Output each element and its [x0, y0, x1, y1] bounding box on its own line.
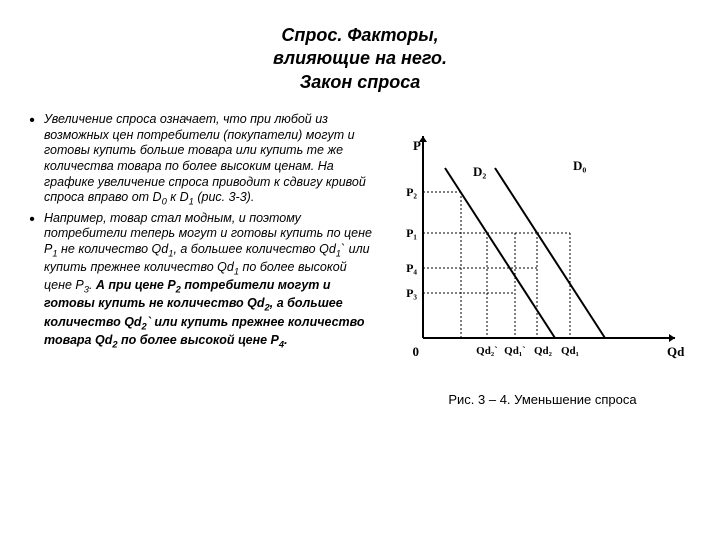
bullet-marker: • — [20, 112, 44, 208]
chart-column: P Qd 0 D₂ D₀ P₂ P₁ P₄ P₃ Qd₂` Qd₁` Qd₂ Qd₁ Рис. 3 – … — [385, 112, 700, 407]
content-row: • Увеличение спроса означает, что при лю… — [0, 94, 720, 407]
bullet-text-2: Например, товар стал модным, и поэтому п… — [44, 211, 375, 352]
svg-text:P₁: P₁ — [406, 226, 417, 240]
bullet-item: • Увеличение спроса означает, что при лю… — [20, 112, 375, 208]
title-line-3: Закон спроса — [0, 71, 720, 94]
svg-text:D₀: D₀ — [573, 158, 586, 173]
bullet-text-1: Увеличение спроса означает, что при любо… — [44, 112, 375, 208]
svg-text:Qd₂: Qd₂ — [534, 345, 553, 357]
chart-svg: P Qd 0 D₂ D₀ P₂ P₁ P₄ P₃ Qd₂` Qd₁` Qd₂ Qd₁ — [385, 128, 685, 378]
title-line-1: Спрос. Факторы, — [0, 24, 720, 47]
svg-text:Qd₂`: Qd₂` — [476, 345, 498, 357]
bullet-marker: • — [20, 211, 44, 352]
svg-text:D₂: D₂ — [473, 164, 486, 179]
svg-text:Qd₁: Qd₁ — [561, 345, 579, 357]
title-line-2: влияющие на него. — [0, 47, 720, 70]
chart-caption: Рис. 3 – 4. Уменьшение спроса — [385, 392, 700, 407]
svg-text:P: P — [413, 138, 421, 153]
svg-text:P₂: P₂ — [406, 185, 417, 199]
svg-text:Qd₁`: Qd₁` — [504, 345, 526, 357]
svg-text:0: 0 — [413, 344, 420, 359]
text-column: • Увеличение спроса означает, что при лю… — [20, 112, 385, 407]
svg-text:P₄: P₄ — [406, 261, 417, 275]
demand-chart: P Qd 0 D₂ D₀ P₂ P₁ P₄ P₃ Qd₂` Qd₁` Qd₂ Qd₁ — [385, 128, 685, 378]
svg-text:Qd: Qd — [667, 344, 685, 359]
svg-text:P₃: P₃ — [406, 286, 417, 300]
slide-title: Спрос. Факторы, влияющие на него. Закон … — [0, 0, 720, 94]
bullet-item: • Например, товар стал модным, и поэтому… — [20, 211, 375, 352]
